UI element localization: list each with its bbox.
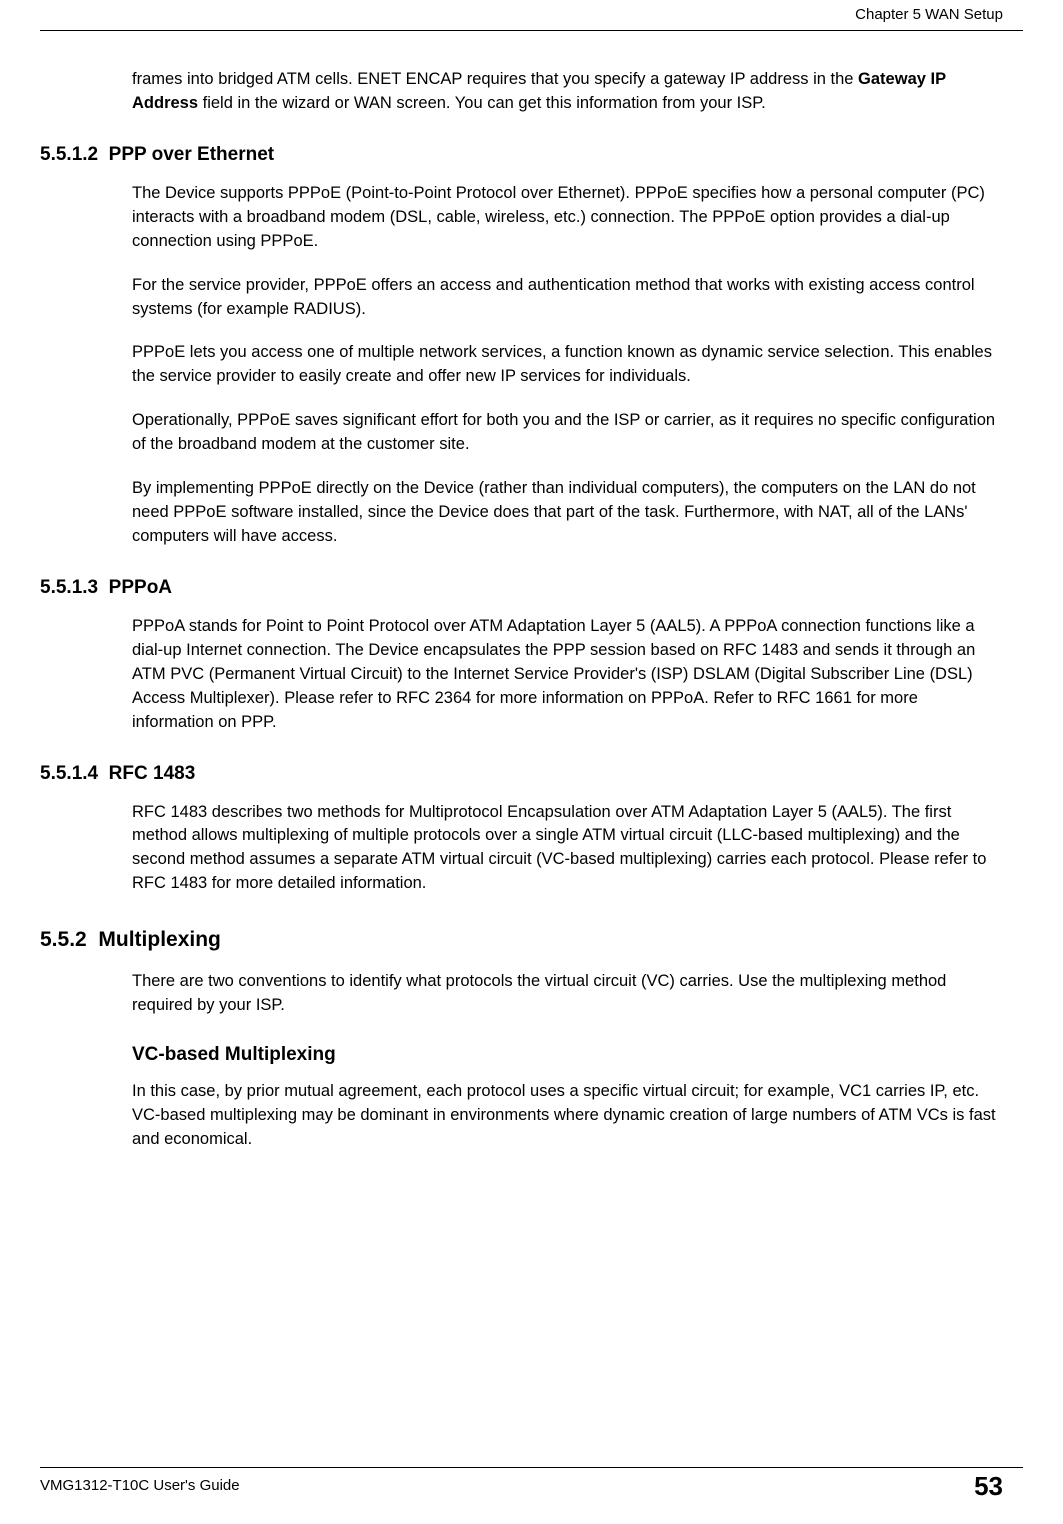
heading-5-5-1-2: 5.5.1.2 PPP over Ethernet bbox=[40, 144, 1003, 166]
heading-num: 5.5.1.2 bbox=[40, 144, 98, 165]
intro-post: field in the wizard or WAN screen. You c… bbox=[198, 94, 766, 112]
content-area: frames into bridged ATM cells. ENET ENCA… bbox=[40, 68, 1003, 1172]
page: Chapter 5 WAN Setup frames into bridged … bbox=[0, 0, 1063, 1524]
heading-num: 5.5.2 bbox=[40, 928, 87, 951]
para-5514-1: RFC 1483 describes two methods for Multi… bbox=[132, 801, 1003, 897]
para-5512-2: For the service provider, PPPoE offers a… bbox=[132, 274, 1003, 322]
heading-num: 5.5.1.3 bbox=[40, 577, 98, 598]
intro-paragraph: frames into bridged ATM cells. ENET ENCA… bbox=[132, 68, 1003, 116]
header-chapter: Chapter 5 WAN Setup bbox=[855, 6, 1003, 23]
heading-num: 5.5.1.4 bbox=[40, 763, 98, 784]
para-5512-4: Operationally, PPPoE saves significant e… bbox=[132, 409, 1003, 457]
para-5512-1: The Device supports PPPoE (Point-to-Poin… bbox=[132, 182, 1003, 254]
para-5513-1: PPPoA stands for Point to Point Protocol… bbox=[132, 615, 1003, 735]
para-5512-3: PPPoE lets you access one of multiple ne… bbox=[132, 341, 1003, 389]
heading-5-5-1-4: 5.5.1.4 RFC 1483 bbox=[40, 763, 1003, 785]
header-rule bbox=[40, 30, 1023, 31]
para-552-1: There are two conventions to identify wh… bbox=[132, 970, 1003, 1018]
para-5512-5: By implementing PPPoE directly on the De… bbox=[132, 477, 1003, 549]
footer-page-number: 53 bbox=[974, 1471, 1003, 1502]
heading-5-5-1-3: 5.5.1.3 PPPoA bbox=[40, 577, 1003, 599]
heading-title: PPPoA bbox=[109, 577, 172, 598]
heading-title: PPP over Ethernet bbox=[109, 144, 274, 165]
heading-title: Multiplexing bbox=[98, 928, 221, 951]
footer-guide: VMG1312-T10C User's Guide bbox=[40, 1477, 240, 1494]
heading-title: RFC 1483 bbox=[109, 763, 196, 784]
intro-pre: frames into bridged ATM cells. ENET ENCA… bbox=[132, 70, 858, 88]
footer-rule bbox=[40, 1467, 1023, 1468]
subheading-vc-multiplexing: VC-based Multiplexing bbox=[132, 1044, 1003, 1066]
para-552-vc-1: In this case, by prior mutual agreement,… bbox=[132, 1080, 1003, 1152]
heading-5-5-2: 5.5.2 Multiplexing bbox=[40, 928, 1003, 952]
